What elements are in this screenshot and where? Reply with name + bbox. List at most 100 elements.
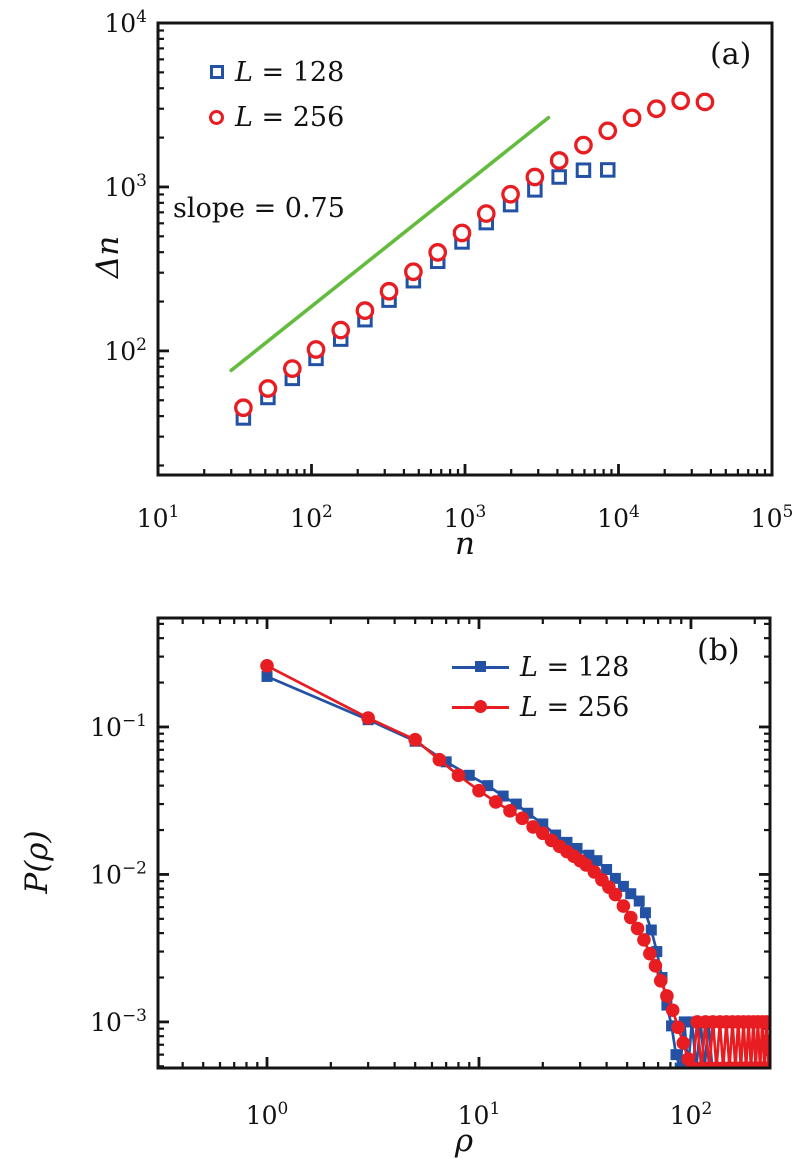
data-point-marker xyxy=(404,262,423,282)
data-point-marker xyxy=(648,959,663,973)
axis-tick-label: 103 xyxy=(104,171,147,202)
axis-tick-label: 104 xyxy=(597,502,640,533)
data-point-marker xyxy=(463,769,475,781)
data-point-marker xyxy=(617,880,629,892)
plot-data xyxy=(229,91,715,426)
data-point-marker xyxy=(379,281,399,301)
data-point-marker xyxy=(598,121,618,141)
data-point-marker xyxy=(522,807,534,819)
data-point-marker xyxy=(282,359,302,378)
data-point-marker xyxy=(408,732,422,747)
data-point-marker xyxy=(643,946,657,961)
series-L256 xyxy=(234,91,715,418)
legend-label-L128: L = 128 xyxy=(520,651,630,683)
data-point-marker xyxy=(622,108,642,128)
data-point-marker xyxy=(537,818,549,830)
data-point-marker xyxy=(609,872,621,884)
data-point-marker xyxy=(331,320,351,340)
legend-label-L256: L = 256 xyxy=(235,101,345,133)
data-point-marker xyxy=(258,379,278,398)
panel-b-tag: (b) xyxy=(697,633,740,668)
data-point-marker xyxy=(575,162,592,178)
data-point-marker xyxy=(451,768,466,783)
data-point-marker xyxy=(625,888,637,900)
data-point-marker xyxy=(574,135,593,155)
series-L128 xyxy=(261,670,718,1070)
data-point-marker xyxy=(482,780,494,792)
data-point-marker xyxy=(639,907,651,919)
data-point-marker xyxy=(695,92,715,112)
data-point-marker xyxy=(601,864,613,876)
panel-b-legend-item-L128: L = 128 xyxy=(452,651,630,683)
data-point-marker xyxy=(476,204,496,223)
data-point-marker xyxy=(678,1016,690,1028)
open-circle-marker-icon xyxy=(209,109,224,125)
open-square-marker-icon xyxy=(210,65,224,79)
data-point-marker xyxy=(600,162,616,178)
data-point-marker xyxy=(561,836,573,848)
data-point-marker xyxy=(526,820,540,834)
slope-annotation: slope = 0.75 xyxy=(173,193,345,224)
data-point-marker xyxy=(653,974,668,988)
data-point-marker xyxy=(660,989,674,1003)
axis-tick-label: 102 xyxy=(670,1099,713,1130)
data-point-marker xyxy=(440,756,452,768)
panel-a: 101 102 103 104 105 102 103 104 xyxy=(104,7,793,533)
legend-label-L256: L = 256 xyxy=(520,691,630,723)
panel-a-legend-item-L128: L = 128 xyxy=(210,57,344,88)
data-point-marker xyxy=(623,910,638,925)
data-point-marker xyxy=(551,169,567,185)
axis-tick-labels: 100 101 102 10−1 10−2 10−3 xyxy=(90,711,712,1130)
data-point-marker xyxy=(616,899,631,913)
panel-b: 100 101 102 10−1 10−2 10−3 xyxy=(90,616,772,1130)
data-point-marker xyxy=(647,99,666,119)
data-point-marker xyxy=(665,1003,680,1018)
data-point-marker xyxy=(633,895,645,907)
data-point-marker xyxy=(637,933,651,947)
data-point-marker xyxy=(361,711,375,725)
data-point-marker xyxy=(234,398,253,418)
data-point-marker xyxy=(260,658,274,673)
data-point-marker xyxy=(608,887,623,902)
plot-frame xyxy=(156,21,774,477)
data-point-marker xyxy=(472,783,486,798)
axis-tick-label: 103 xyxy=(444,502,487,533)
data-point-marker xyxy=(676,1036,691,1050)
data-point-marker xyxy=(261,670,273,682)
panel-b-legend-item-L256: L = 256 xyxy=(452,691,630,723)
panel-a-y-axis-label: Δn xyxy=(90,235,126,279)
axis-tick-label: 102 xyxy=(290,502,333,533)
axis-tick-label: 10−1 xyxy=(90,711,147,742)
data-point-marker xyxy=(515,811,530,826)
panel-b-x-axis-label: ρ xyxy=(454,1123,474,1159)
axis-tick-label: 10−3 xyxy=(90,1006,147,1037)
data-point-marker xyxy=(501,184,520,204)
data-point-marker xyxy=(583,849,595,861)
data-point-marker xyxy=(452,223,472,243)
axis-tick-label: 101 xyxy=(137,502,180,533)
panel-b-y-axis-label: P(ρ) xyxy=(19,830,55,894)
data-point-marker xyxy=(488,795,503,809)
data-point-marker xyxy=(428,243,448,262)
axis-tick-label: 104 xyxy=(104,7,147,38)
data-point-marker xyxy=(525,167,545,187)
data-point-marker xyxy=(671,1020,685,1035)
axis-tick-label: 10−2 xyxy=(90,858,147,889)
data-point-marker xyxy=(671,91,691,111)
line-circle-marker-icon xyxy=(452,700,509,713)
axis-tick-labels: 101 102 103 104 105 102 103 104 xyxy=(104,7,793,533)
axis-ticks xyxy=(158,618,770,1068)
data-point-marker xyxy=(630,921,645,936)
data-point-marker xyxy=(571,842,583,854)
plot-frame xyxy=(156,616,772,1070)
plot-data xyxy=(260,658,772,1070)
data-point-marker xyxy=(497,790,509,802)
data-point-marker xyxy=(591,855,603,867)
data-point-marker xyxy=(503,804,517,818)
axis-tick-label: 105 xyxy=(751,502,793,533)
data-point-marker xyxy=(549,151,569,170)
line-square-marker-icon xyxy=(452,661,509,672)
data-point-marker xyxy=(510,798,522,810)
